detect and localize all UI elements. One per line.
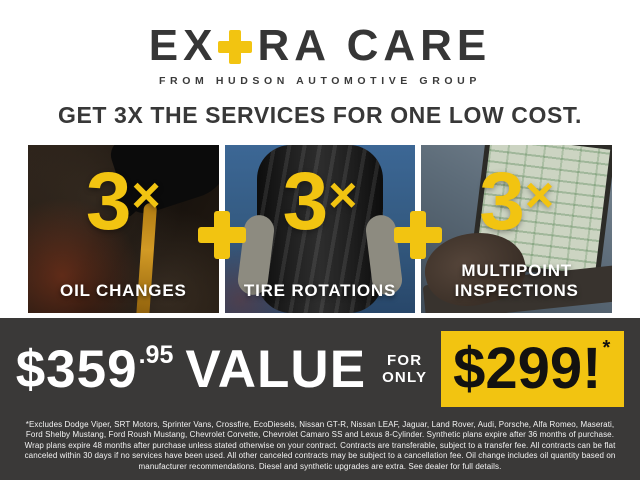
tire-art — [257, 145, 383, 313]
value-dollars: $359 — [15, 339, 138, 399]
price-row: $359.95 VALUE FOR ONLY $299!* — [0, 331, 640, 407]
multiplier-number: 3 — [85, 156, 132, 247]
only-word: ONLY — [382, 369, 428, 386]
logo-text-ra-care: RA CARE — [257, 21, 492, 70]
service-panel-multipoint-inspections: 3× MULTIPOINT INSPECTIONS — [421, 145, 613, 313]
multiplier-oil: 3× — [28, 161, 219, 243]
for-only-label: FOR ONLY — [382, 352, 427, 387]
times-sign: × — [328, 167, 358, 223]
value-price: $359.95 VALUE — [16, 339, 366, 400]
tire-hold-photo — [224, 145, 416, 313]
for-word: FOR — [386, 351, 423, 369]
multiplier-tire: 3× — [225, 161, 416, 243]
service-panel-tire-rotations: 3× TIRE ROTATIONS — [224, 145, 416, 313]
multiplier-number: 3 — [282, 156, 329, 247]
header: EX RA CARE FROM HUDSON AUTOMOTIVE GROUP … — [0, 0, 640, 145]
oil-pour-photo — [28, 145, 219, 313]
plus-icon — [198, 211, 246, 259]
logo-text-ex: EX — [148, 21, 218, 70]
times-sign: × — [131, 167, 161, 223]
sale-price-box: $299!* — [441, 331, 625, 407]
service-label-oil-changes: OIL CHANGES — [60, 280, 187, 300]
value-cents: .95 — [138, 340, 174, 369]
value-word: VALUE — [185, 339, 367, 399]
footnote-asterisk: * — [602, 337, 611, 359]
plus-icon — [218, 30, 253, 64]
laptop-inspection-photo — [421, 145, 613, 313]
multiplier-inspection: 3× — [421, 161, 612, 243]
logo-tagline: FROM HUDSON AUTOMOTIVE GROUP — [159, 75, 481, 87]
services-strip: 3× OIL CHANGES 3× TIRE ROTATIONS 3× MULT… — [28, 145, 613, 313]
service-label-multipoint-inspections: MULTIPOINT INSPECTIONS — [454, 260, 579, 300]
service-label-tire-rotations: TIRE ROTATIONS — [243, 280, 397, 300]
times-sign: × — [524, 167, 555, 223]
sale-price: $299! — [453, 336, 602, 401]
plus-icon — [394, 211, 442, 259]
price-band: $359.95 VALUE FOR ONLY $299!* *Excludes D… — [0, 318, 640, 480]
headline: GET 3X THE SERVICES FOR ONE LOW COST. — [57, 102, 582, 128]
extra-care-logo: EX RA CARE — [0, 24, 640, 68]
multiplier-number: 3 — [479, 156, 525, 247]
service-panel-oil-changes: 3× OIL CHANGES — [28, 145, 219, 313]
disclaimer-text: *Excludes Dodge Viper, SRT Motors, Sprin… — [24, 420, 616, 471]
